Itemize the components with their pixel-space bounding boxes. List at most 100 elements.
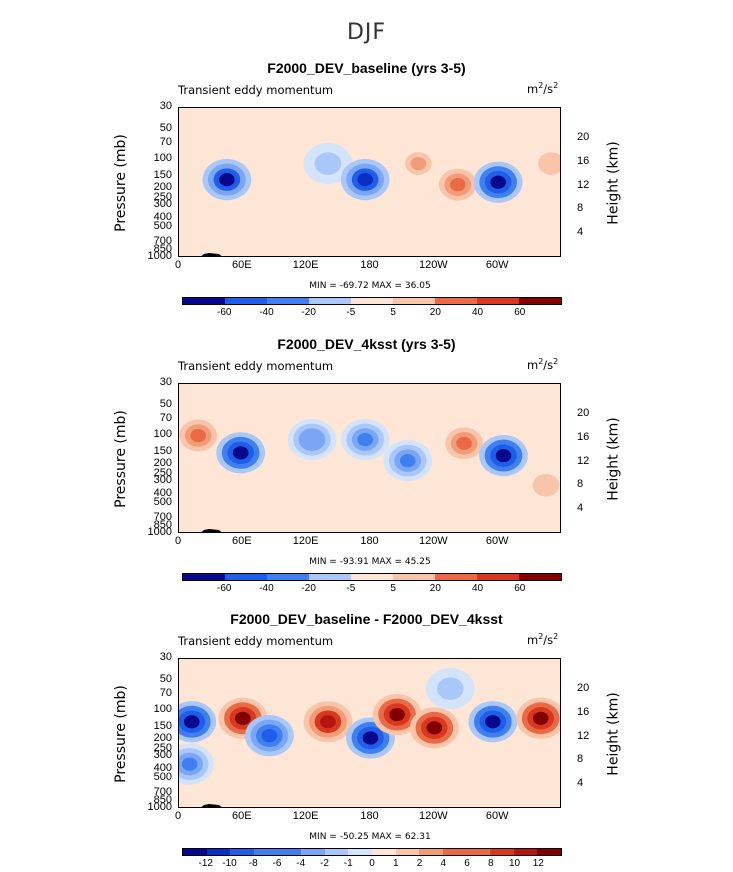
- pressure-tick-label: 30: [159, 376, 172, 388]
- heatmap-blob: [433, 164, 483, 206]
- heatmap-blob: [479, 434, 528, 477]
- colorbar-swatch: [183, 298, 225, 304]
- topography: [201, 529, 222, 532]
- panel-2-ylabel: Pressure (mb): [112, 410, 129, 508]
- panel-2-colorbar: [182, 573, 562, 581]
- longitude-tick-label: 180: [360, 259, 379, 271]
- colorbar-label: -5: [346, 583, 356, 594]
- heatmap-blob: [179, 701, 217, 743]
- pressure-tick-label: 200: [153, 457, 172, 470]
- colorbar-label: -2: [320, 858, 329, 869]
- pressure-tick-label: 400: [153, 210, 172, 223]
- panel-3-colorbar: [182, 848, 562, 856]
- pressure-tick-label: 700: [153, 234, 172, 247]
- longitude-tick-label: 60E: [232, 259, 252, 271]
- colorbar-swatch: [351, 574, 393, 580]
- panel-3-ylabel: Pressure (mb): [112, 685, 129, 783]
- colorbar-label: -1: [343, 858, 353, 869]
- panel-3-units: m2/s2: [527, 632, 559, 647]
- panel-1-colorbar: [182, 297, 562, 305]
- height-tick-label: 16: [577, 430, 590, 443]
- pressure-tick-label: 150: [153, 444, 172, 457]
- pressure-tick-label: 30: [159, 100, 172, 112]
- colorbar-label: -20: [301, 307, 316, 318]
- heatmap-blob: [516, 697, 560, 739]
- height-tick-label: 4: [577, 226, 584, 239]
- pressure-tick-label: 70: [159, 136, 172, 149]
- colorbar-label: -60: [216, 307, 232, 318]
- longitude-tick-label: 0: [174, 810, 182, 822]
- colorbar-swatch: [348, 849, 372, 855]
- pressure-tick-label: 500: [153, 496, 172, 509]
- heatmap-blob: [526, 142, 560, 185]
- heatmap-blob: [287, 418, 337, 461]
- longitude-tick-label: 0: [174, 259, 182, 271]
- pressure-tick-label: 400: [153, 486, 172, 499]
- colorbar-label: 12: [532, 858, 544, 869]
- heatmap-blob: [179, 743, 215, 785]
- colorbar-swatch: [225, 298, 267, 304]
- colorbar-swatch: [537, 849, 561, 855]
- panel-3-y2label: Height (km): [605, 692, 622, 776]
- colorbar-swatch: [477, 574, 519, 580]
- colorbar-swatch: [324, 849, 349, 855]
- pressure-tick-label: 300: [153, 198, 172, 211]
- colorbar-swatch: [253, 849, 278, 855]
- longitude-tick-label: 180: [360, 810, 379, 822]
- colorbar-swatch: [477, 298, 519, 304]
- panel-1-title: F2000_DEV_baseline (yrs 3-5): [267, 60, 466, 76]
- colorbar-swatch: [393, 574, 435, 580]
- pressure-tick-label: 250: [153, 466, 172, 479]
- heatmap-blob: [202, 158, 252, 201]
- heatmap-blob: [394, 142, 443, 185]
- panel-3-title: F2000_DEV_baseline - F2000_DEV_4ksst: [230, 611, 503, 627]
- longitude-tick-label: 60W: [485, 535, 509, 547]
- height-tick-label: 12: [577, 729, 590, 742]
- longitude-tick-label: 120W: [418, 535, 448, 547]
- colorbar-label: -40: [259, 583, 274, 594]
- panel-1-plot: [178, 107, 561, 257]
- pressure-tick-label: 700: [153, 510, 172, 523]
- colorbar-swatch: [225, 574, 267, 580]
- heatmap-blob: [425, 668, 475, 710]
- colorbar-swatch: [466, 849, 491, 855]
- longitude-tick-label: 60E: [232, 810, 252, 822]
- pressure-tick-label: 250: [153, 741, 172, 754]
- panel-3-minmax: MIN = -50.25 MAX = 62.31: [309, 832, 431, 842]
- pressure-tick-label: 50: [159, 672, 172, 685]
- longitude-tick-label: 60W: [485, 259, 509, 271]
- colorbar-label: 1: [392, 858, 399, 869]
- figure-title: DJF: [346, 20, 387, 45]
- panel-1-y2label: Height (km): [605, 141, 622, 225]
- colorbar-label: -8: [248, 858, 258, 869]
- colorbar-label: 6: [464, 858, 470, 869]
- panel-1-minmax: MIN = -69.72 MAX = 36.05: [309, 281, 431, 291]
- colorbar-label: 20: [429, 307, 441, 318]
- heatmap-blob: [439, 422, 489, 464]
- colorbar-swatch: [183, 849, 207, 855]
- pressure-tick-label: 200: [153, 732, 172, 745]
- pressure-tick-label: 50: [159, 121, 172, 134]
- pressure-tick-label: 700: [153, 785, 172, 798]
- height-tick-label: 8: [577, 202, 584, 215]
- topography: [201, 804, 222, 807]
- height-tick-label: 4: [577, 502, 584, 515]
- colorbar-swatch: [206, 849, 231, 855]
- colorbar-label: 5: [390, 583, 396, 594]
- longitude-tick-label: 120W: [418, 259, 448, 271]
- pressure-tick-label: 400: [153, 761, 172, 774]
- colorbar-swatch: [519, 574, 561, 580]
- colorbar-label: -4: [296, 858, 306, 869]
- colorbar-swatch: [395, 849, 420, 855]
- pressure-tick-label: 50: [159, 397, 172, 410]
- colorbar-swatch: [435, 574, 477, 580]
- pressure-tick-label: 500: [153, 771, 172, 784]
- heatmap-blob: [179, 414, 223, 457]
- colorbar-swatch: [183, 574, 225, 580]
- heatmap-blob: [473, 161, 523, 203]
- colorbar-swatch: [309, 574, 351, 580]
- heatmap-blob: [383, 440, 433, 482]
- pressure-tick-label: 100: [153, 702, 172, 715]
- pressure-tick-label: 150: [153, 719, 172, 732]
- colorbar-swatch: [393, 298, 435, 304]
